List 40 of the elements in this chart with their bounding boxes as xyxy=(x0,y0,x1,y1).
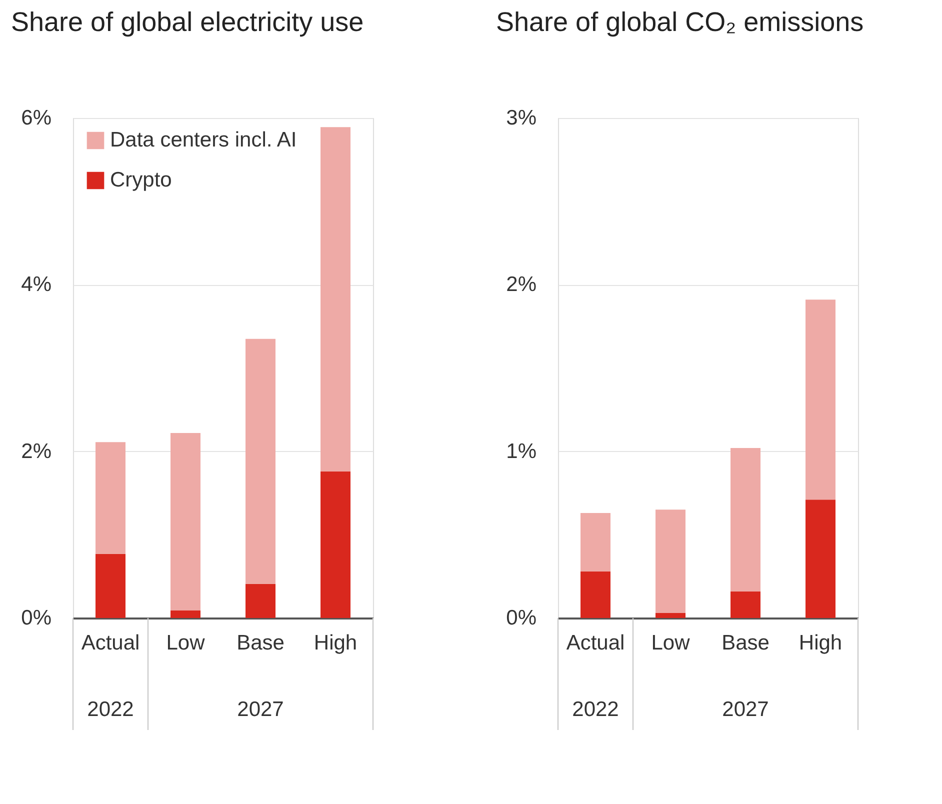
x-tick-label: Actual xyxy=(81,632,140,654)
bar xyxy=(580,513,610,572)
text: 2027 xyxy=(722,698,769,721)
bar xyxy=(656,510,686,613)
y-tick-label: 3% xyxy=(506,106,536,130)
bar xyxy=(656,613,686,618)
bar xyxy=(806,300,836,500)
bar xyxy=(730,448,760,592)
x-tick-label: Base xyxy=(236,632,284,654)
bar xyxy=(320,127,350,472)
y-tick-label: 2% xyxy=(21,440,52,463)
legend-label: Data centers incl. AI xyxy=(110,128,297,152)
bar xyxy=(170,433,200,610)
bar xyxy=(170,610,200,618)
bar xyxy=(730,591,760,618)
y-tick-label: 0% xyxy=(21,606,52,630)
bar xyxy=(320,471,350,618)
text: 2022 xyxy=(87,698,134,721)
bar xyxy=(580,571,610,618)
y-tick-label: 6% xyxy=(21,106,52,130)
text: 2027 xyxy=(237,698,284,721)
y-tick-label: 0% xyxy=(506,606,536,630)
y-tick-label: 1% xyxy=(506,440,536,463)
chart-title: Share of global electricity use xyxy=(11,7,364,37)
text: 2022 xyxy=(572,698,619,721)
bar xyxy=(246,338,276,584)
chart-title: Share of global CO₂ emissions xyxy=(496,7,864,37)
x-tick-label: Low xyxy=(166,632,206,654)
bar xyxy=(246,584,276,618)
bar xyxy=(96,554,126,618)
bar xyxy=(96,442,126,554)
y-tick-label: 4% xyxy=(21,273,52,296)
legend-label: Crypto xyxy=(110,168,172,192)
x-tick-label: High xyxy=(798,632,842,654)
y-tick-label: 2% xyxy=(506,273,536,296)
x-tick-label: Low xyxy=(651,632,691,654)
x-tick-label: Actual xyxy=(566,632,625,654)
x-tick-label: High xyxy=(314,632,358,654)
bar xyxy=(806,500,836,618)
x-tick-label: Base xyxy=(722,632,770,654)
